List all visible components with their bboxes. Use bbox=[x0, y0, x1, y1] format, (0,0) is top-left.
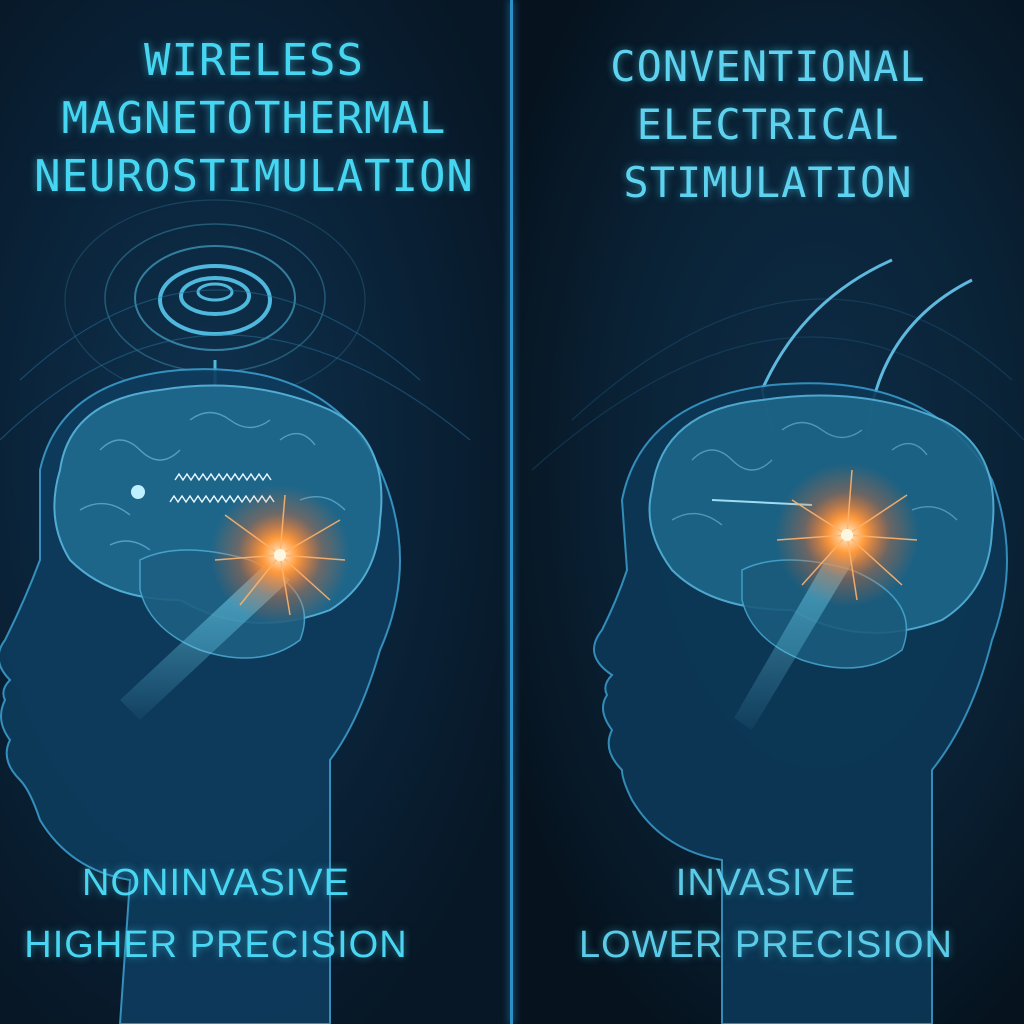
caption-line: NONINVASIVE bbox=[82, 862, 350, 904]
background-arcs bbox=[531, 298, 1024, 471]
title-line: STIMULATION bbox=[623, 158, 913, 207]
title-line: MAGNETOTHERMAL bbox=[61, 93, 447, 144]
caption-line: INVASIVE bbox=[675, 862, 857, 904]
wireless-caption: NONINVASIVE HIGHER PRECISION bbox=[0, 852, 472, 976]
title-line: ELECTRICAL bbox=[636, 100, 900, 149]
caption-line: LOWER PRECISION bbox=[579, 924, 953, 966]
conventional-caption: INVASIVE LOWER PRECISION bbox=[512, 852, 1022, 976]
implant-dot bbox=[131, 485, 145, 499]
wireless-illustration bbox=[0, 199, 471, 1024]
caption-line: HIGHER PRECISION bbox=[24, 924, 408, 966]
panel-divider bbox=[510, 0, 513, 1024]
wireless-title: WIRELESS MAGNETOTHERMAL NEUROSTIMULATION bbox=[0, 32, 510, 206]
conventional-title: CONVENTIONAL ELECTRICAL STIMULATION bbox=[512, 38, 1024, 212]
wireless-panel: WIRELESS MAGNETOTHERMAL NEUROSTIMULATION… bbox=[0, 0, 512, 1024]
neural-spark-icon bbox=[210, 485, 350, 625]
title-line: NEUROSTIMULATION bbox=[34, 151, 474, 202]
field-wave-lines bbox=[0, 289, 471, 441]
neural-spark-icon bbox=[775, 463, 919, 607]
title-line: WIRELESS bbox=[144, 35, 364, 86]
conventional-illustration bbox=[531, 258, 1024, 1024]
title-line: CONVENTIONAL bbox=[610, 42, 926, 91]
conventional-panel: CONVENTIONAL ELECTRICAL STIMULATION INVA… bbox=[512, 0, 1024, 1024]
